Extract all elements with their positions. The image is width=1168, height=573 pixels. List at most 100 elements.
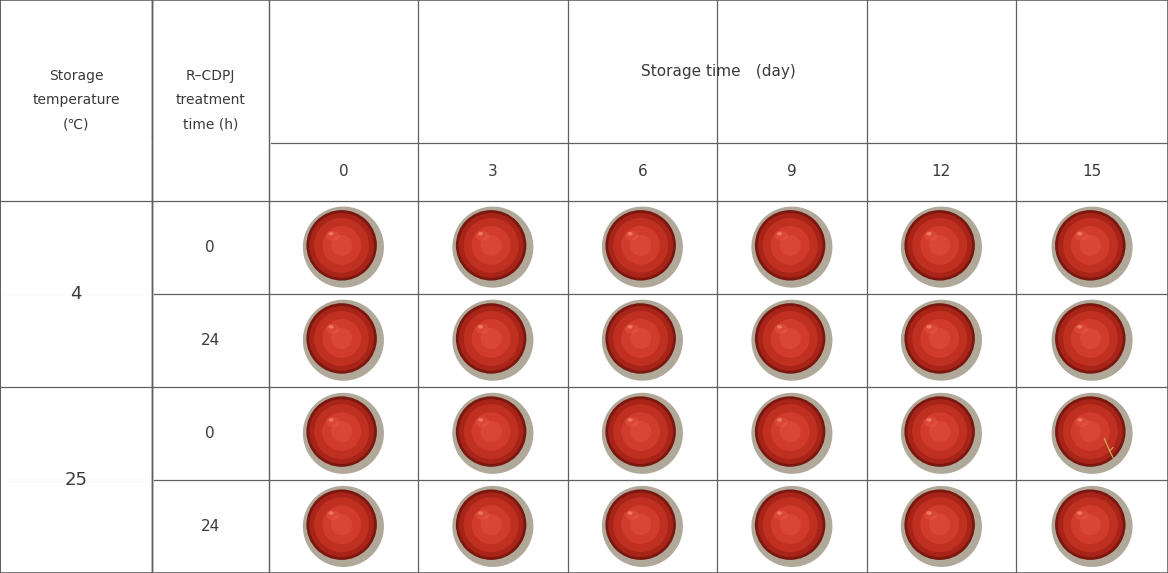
Ellipse shape <box>459 492 523 557</box>
Ellipse shape <box>755 210 826 281</box>
Ellipse shape <box>901 486 982 567</box>
Ellipse shape <box>763 404 818 459</box>
Ellipse shape <box>1058 213 1122 278</box>
Ellipse shape <box>326 417 340 427</box>
Ellipse shape <box>472 226 510 265</box>
Ellipse shape <box>459 306 523 371</box>
Ellipse shape <box>627 325 633 328</box>
Ellipse shape <box>751 207 833 288</box>
Ellipse shape <box>929 328 951 349</box>
Ellipse shape <box>1079 235 1101 256</box>
Ellipse shape <box>605 397 676 467</box>
Ellipse shape <box>1075 417 1089 427</box>
Ellipse shape <box>475 417 489 427</box>
Ellipse shape <box>779 421 801 442</box>
Ellipse shape <box>314 218 369 273</box>
Ellipse shape <box>771 319 809 358</box>
Ellipse shape <box>912 497 967 552</box>
Ellipse shape <box>452 486 534 567</box>
Ellipse shape <box>751 300 833 380</box>
Ellipse shape <box>1063 497 1118 552</box>
Ellipse shape <box>303 393 384 474</box>
Ellipse shape <box>475 231 489 241</box>
Ellipse shape <box>621 226 660 265</box>
Ellipse shape <box>605 210 676 281</box>
Ellipse shape <box>627 511 633 515</box>
Text: 0: 0 <box>206 426 215 441</box>
Ellipse shape <box>609 306 673 371</box>
Ellipse shape <box>478 232 484 236</box>
Ellipse shape <box>1058 492 1122 557</box>
Ellipse shape <box>771 505 809 544</box>
Ellipse shape <box>322 226 361 265</box>
Ellipse shape <box>763 311 818 366</box>
Ellipse shape <box>777 325 783 328</box>
Ellipse shape <box>926 232 932 236</box>
Ellipse shape <box>920 226 959 265</box>
Ellipse shape <box>306 489 377 560</box>
Ellipse shape <box>480 514 502 535</box>
Ellipse shape <box>456 489 527 560</box>
Ellipse shape <box>755 489 826 560</box>
Ellipse shape <box>609 492 673 557</box>
Text: Storage time (day): Storage time (day) <box>641 64 795 79</box>
Ellipse shape <box>478 511 484 515</box>
Ellipse shape <box>459 213 523 278</box>
Ellipse shape <box>310 213 374 278</box>
Ellipse shape <box>609 399 673 464</box>
Ellipse shape <box>630 328 652 349</box>
Text: 4: 4 <box>70 285 82 303</box>
Ellipse shape <box>472 505 510 544</box>
Ellipse shape <box>926 325 932 328</box>
Text: 6: 6 <box>638 164 647 179</box>
Ellipse shape <box>314 404 369 459</box>
Ellipse shape <box>621 412 660 451</box>
Ellipse shape <box>306 210 377 281</box>
Ellipse shape <box>630 514 652 535</box>
Text: 24: 24 <box>201 333 220 348</box>
Ellipse shape <box>779 235 801 256</box>
Ellipse shape <box>314 311 369 366</box>
Ellipse shape <box>926 418 932 422</box>
Ellipse shape <box>912 404 967 459</box>
Ellipse shape <box>464 311 519 366</box>
Ellipse shape <box>331 421 353 442</box>
Ellipse shape <box>771 412 809 451</box>
Ellipse shape <box>1055 397 1126 467</box>
Ellipse shape <box>475 510 489 520</box>
Ellipse shape <box>464 497 519 552</box>
Ellipse shape <box>306 303 377 374</box>
Ellipse shape <box>777 232 783 236</box>
Ellipse shape <box>472 319 510 358</box>
Ellipse shape <box>328 232 334 236</box>
Ellipse shape <box>326 231 340 241</box>
Ellipse shape <box>1055 210 1126 281</box>
Ellipse shape <box>480 328 502 349</box>
Ellipse shape <box>602 300 683 380</box>
Ellipse shape <box>625 324 639 334</box>
Ellipse shape <box>478 418 484 422</box>
Text: 9: 9 <box>787 164 797 179</box>
Text: 25: 25 <box>64 471 88 489</box>
Text: 12: 12 <box>932 164 951 179</box>
Ellipse shape <box>924 324 938 334</box>
Ellipse shape <box>1055 489 1126 560</box>
Ellipse shape <box>1077 232 1083 236</box>
Ellipse shape <box>758 306 822 371</box>
Ellipse shape <box>602 393 683 474</box>
Ellipse shape <box>303 207 384 288</box>
Ellipse shape <box>901 393 982 474</box>
Ellipse shape <box>306 397 377 467</box>
Ellipse shape <box>1077 511 1083 515</box>
Ellipse shape <box>926 511 932 515</box>
Ellipse shape <box>771 226 809 265</box>
Ellipse shape <box>774 231 788 241</box>
Ellipse shape <box>609 213 673 278</box>
Ellipse shape <box>774 324 788 334</box>
Ellipse shape <box>621 319 660 358</box>
Ellipse shape <box>908 399 972 464</box>
Ellipse shape <box>1075 324 1089 334</box>
Ellipse shape <box>924 231 938 241</box>
Ellipse shape <box>472 412 510 451</box>
Ellipse shape <box>1079 328 1101 349</box>
